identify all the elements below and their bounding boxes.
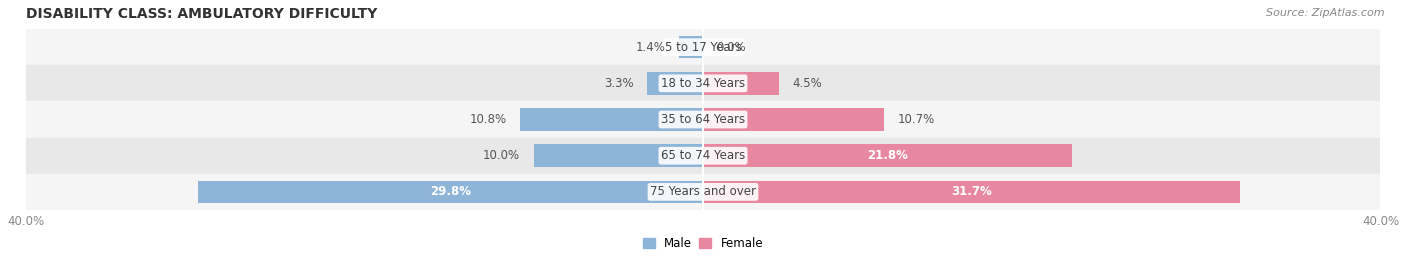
Text: 65 to 74 Years: 65 to 74 Years [661,149,745,162]
Text: 18 to 34 Years: 18 to 34 Years [661,77,745,90]
Bar [703,108,884,131]
Text: 75 Years and over: 75 Years and over [650,185,756,198]
Text: 35 to 64 Years: 35 to 64 Years [661,113,745,126]
Text: 21.8%: 21.8% [868,149,908,162]
Bar [198,181,703,203]
Text: 10.8%: 10.8% [470,113,506,126]
Bar [647,72,703,94]
Bar [703,72,779,94]
Text: 10.0%: 10.0% [482,149,520,162]
Bar [679,36,703,58]
Text: 0.0%: 0.0% [717,41,747,54]
Bar [25,29,1381,65]
Text: 29.8%: 29.8% [430,185,471,198]
Text: 3.3%: 3.3% [605,77,634,90]
Text: DISABILITY CLASS: AMBULATORY DIFFICULTY: DISABILITY CLASS: AMBULATORY DIFFICULTY [25,7,377,21]
Bar [25,138,1381,174]
Text: 1.4%: 1.4% [636,41,665,54]
Text: 5 to 17 Years: 5 to 17 Years [665,41,741,54]
Bar [703,181,1240,203]
Text: 31.7%: 31.7% [950,185,991,198]
Text: Source: ZipAtlas.com: Source: ZipAtlas.com [1267,8,1385,18]
Text: 4.5%: 4.5% [793,77,823,90]
Legend: Male, Female: Male, Female [638,232,768,255]
Text: 10.7%: 10.7% [898,113,935,126]
Bar [520,108,703,131]
Bar [703,144,1073,167]
Bar [534,144,703,167]
Bar [25,101,1381,138]
Bar [25,65,1381,101]
Bar [25,174,1381,210]
